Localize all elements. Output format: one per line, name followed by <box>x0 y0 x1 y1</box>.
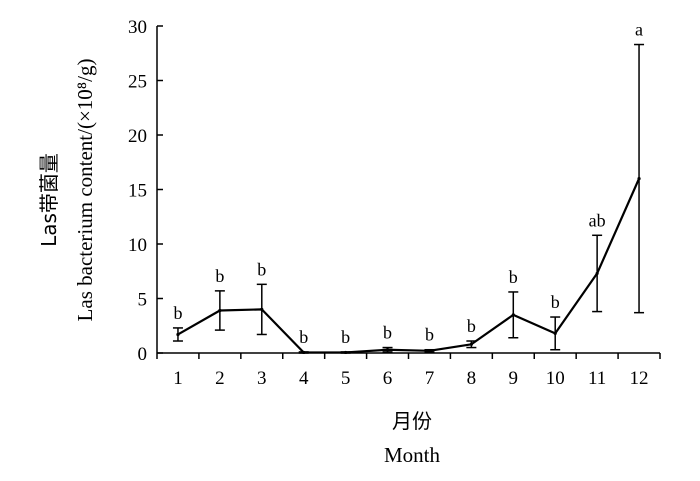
y-tick-label: 10 <box>128 235 147 256</box>
x-axis-ticks: 1 2 3 4 5 6 7 8 9 10 11 12 <box>156 353 661 389</box>
data-point <box>553 331 557 335</box>
significance-label: b <box>383 323 392 343</box>
y-tick-label: 15 <box>128 181 147 202</box>
y-axis-ticks: 0 5 10 15 20 25 30 <box>128 17 163 365</box>
data-point <box>427 349 432 353</box>
significance-label: b <box>467 316 476 336</box>
x-tick-label: 9 <box>509 368 519 389</box>
data-point <box>260 307 264 311</box>
y-axis-title-cn: Las带菌量 <box>37 153 61 247</box>
significance-label: b <box>215 266 224 286</box>
significance-label: b <box>551 292 560 312</box>
y-tick-label: 25 <box>128 72 147 93</box>
data-point <box>218 308 222 313</box>
x-tick-label: 12 <box>630 368 649 389</box>
x-tick-label: 3 <box>257 368 267 389</box>
y-axis-title: Las bacterium content/(×10⁸/g) <box>73 59 97 322</box>
data-point <box>385 348 390 352</box>
data-point <box>511 313 515 317</box>
data-point <box>637 177 641 181</box>
x-axis-title: Month <box>384 443 441 467</box>
significance-label: b <box>257 259 266 279</box>
x-tick-label: 5 <box>341 368 351 389</box>
data-point <box>176 332 180 337</box>
data-point <box>344 350 348 355</box>
significance-label: b <box>299 327 308 347</box>
y-tick-label: 20 <box>128 126 147 147</box>
significance-label: a <box>635 20 643 40</box>
series <box>176 177 641 355</box>
series-line <box>177 178 641 354</box>
significance-labels: b b b b b b b b b b ab a <box>173 20 643 347</box>
data-point <box>469 342 473 346</box>
significance-label: b <box>425 325 434 345</box>
data-point <box>595 271 599 276</box>
x-axis-title-cn: 月份 <box>392 409 432 433</box>
data-point <box>302 350 306 355</box>
y-tick-label: 0 <box>138 344 148 365</box>
significance-label: b <box>173 303 182 323</box>
axes <box>156 26 660 354</box>
y-tick-label: 5 <box>138 290 148 311</box>
significance-label: b <box>341 327 350 347</box>
x-tick-label: 4 <box>299 368 309 389</box>
x-tick-label: 7 <box>425 368 435 389</box>
x-tick-label: 11 <box>588 368 606 389</box>
x-tick-label: 8 <box>467 368 477 389</box>
x-tick-label: 2 <box>215 368 225 389</box>
significance-label: b <box>509 267 518 287</box>
x-tick-label: 6 <box>383 368 393 389</box>
y-tick-label: 30 <box>128 17 147 38</box>
x-tick-label: 1 <box>173 368 183 389</box>
x-tick-label: 10 <box>546 368 565 389</box>
significance-label: ab <box>589 210 606 230</box>
